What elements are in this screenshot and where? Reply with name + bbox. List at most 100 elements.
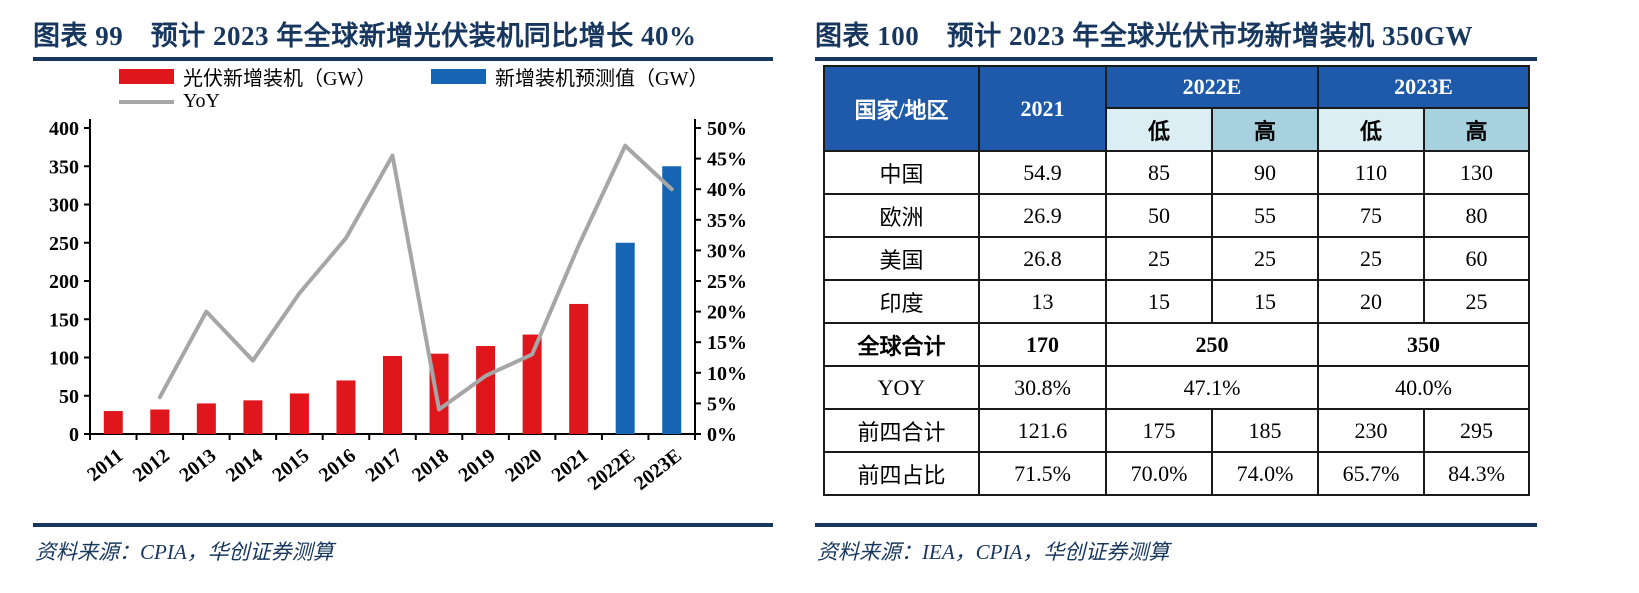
legend-row-2: YoY bbox=[119, 89, 769, 114]
x-axis-label-2011: 2011 bbox=[83, 445, 127, 486]
x-axis-label-2018: 2018 bbox=[408, 445, 453, 487]
figure-100-source: 资料来源：IEA，CPIA，华创证券测算 bbox=[817, 540, 1170, 564]
y-left-tick-label: 0 bbox=[69, 424, 79, 446]
legend-item-actual: 光伏新增装机（GW） bbox=[119, 62, 431, 91]
row-label: 美国 bbox=[823, 236, 980, 281]
bar-2023E bbox=[662, 166, 682, 434]
header-2022e: 2022E bbox=[1105, 65, 1319, 109]
table-row-欧洲: 欧洲 26.9 50 55 75 80 bbox=[823, 193, 1530, 238]
bar-2020 bbox=[522, 334, 542, 434]
header-2023e-high: 高 bbox=[1423, 107, 1530, 152]
table-cell: 130 bbox=[1423, 150, 1530, 195]
table-header-row-1: 国家/地区 2021 2022E 2023E bbox=[823, 65, 1530, 152]
row-label: 前四合计 bbox=[823, 408, 980, 453]
table-cell: 20 bbox=[1317, 279, 1425, 324]
bar-2014 bbox=[243, 400, 263, 434]
bar-2021 bbox=[569, 303, 589, 434]
table-cell: 25 bbox=[1423, 279, 1530, 324]
table-cell: 54.9 bbox=[978, 150, 1107, 195]
title-rule bbox=[33, 57, 773, 61]
figure-100-title: 图表 100 预计 2023 年全球光伏市场新增装机 350GW bbox=[815, 21, 1474, 51]
x-axis-label-2020: 2020 bbox=[501, 445, 546, 487]
table-cell: 230 bbox=[1317, 408, 1425, 453]
bar-2016 bbox=[336, 380, 356, 434]
table-cell: 85 bbox=[1105, 150, 1213, 195]
header-2023e-low: 低 bbox=[1317, 107, 1425, 152]
y-right-tick-label: 10% bbox=[707, 363, 747, 385]
table-row-美国: 美国 26.8 25 25 25 60 bbox=[823, 236, 1530, 281]
x-axis-label-2019: 2019 bbox=[455, 445, 500, 487]
table-cell: 15 bbox=[1211, 279, 1319, 324]
pv-market-table: 国家/地区 2021 2022E 2023E 低 高 低 高 中国 54.9 85 9… bbox=[823, 65, 1530, 496]
row-label: 印度 bbox=[823, 279, 980, 324]
table-cell: 55 bbox=[1211, 193, 1319, 238]
table-cell: 26.9 bbox=[978, 193, 1107, 238]
y-left-tick-label: 350 bbox=[49, 156, 79, 178]
table-row-全球合计: 全球合计 170 250 350 bbox=[823, 322, 1530, 367]
legend-item-yoy: YoY bbox=[119, 90, 220, 113]
x-axis-label-2013: 2013 bbox=[175, 445, 220, 487]
table-cell: 65.7% bbox=[1317, 451, 1425, 496]
x-axis-label-2016: 2016 bbox=[315, 445, 360, 487]
table-cell: 47.1% bbox=[1105, 365, 1319, 410]
table-cell: 50 bbox=[1105, 193, 1213, 238]
y-right-tick-label: 35% bbox=[707, 210, 747, 232]
figure-99-title: 图表 99 预计 2023 年全球新增光伏装机同比增长 40% bbox=[33, 21, 697, 51]
row-label: YOY bbox=[823, 365, 980, 410]
bar-2012 bbox=[150, 409, 170, 434]
x-axis-label-2023E: 2023E bbox=[630, 445, 686, 495]
header-2021: 2021 bbox=[978, 65, 1107, 152]
y-left-tick-label: 250 bbox=[49, 233, 79, 255]
header-2022e-high: 高 bbox=[1211, 107, 1319, 152]
title-rule bbox=[815, 57, 1537, 61]
table-row-中国: 中国 54.9 85 90 110 130 bbox=[823, 150, 1530, 195]
table-cell: 175 bbox=[1105, 408, 1213, 453]
y-right-tick-label: 25% bbox=[707, 271, 747, 293]
blue-bar-swatch-icon bbox=[431, 69, 486, 84]
x-axis-label-2014: 2014 bbox=[222, 445, 267, 487]
row-label: 中国 bbox=[823, 150, 980, 195]
bar-2011 bbox=[103, 411, 123, 434]
row-label: 全球合计 bbox=[823, 322, 980, 367]
table-cell: 13 bbox=[978, 279, 1107, 324]
y-left-tick-label: 300 bbox=[49, 195, 79, 217]
table-row-印度: 印度 13 15 15 20 25 bbox=[823, 279, 1530, 324]
table-cell: 30.8% bbox=[978, 365, 1107, 410]
table-cell: 25 bbox=[1317, 236, 1425, 281]
figure-99-panel: 图表 99 预计 2023 年全球新增光伏装机同比增长 40% 光伏新增装机（G… bbox=[33, 0, 773, 593]
x-axis-label-2017: 2017 bbox=[362, 445, 407, 487]
table-cell: 90 bbox=[1211, 150, 1319, 195]
table-cell: 185 bbox=[1211, 408, 1319, 453]
y-right-tick-label: 20% bbox=[707, 302, 747, 324]
table-row-前四合计: 前四合计 121.6 175 185 230 295 bbox=[823, 408, 1530, 453]
figure-99-source: 资料来源：CPIA，华创证券测算 bbox=[35, 540, 334, 564]
figure-100-panel: 图表 100 预计 2023 年全球光伏市场新增装机 350GW 国家/地区 2… bbox=[815, 0, 1537, 593]
legend-row-1: 光伏新增装机（GW） 新增装机预测值（GW） bbox=[119, 62, 769, 91]
table-cell: 15 bbox=[1105, 279, 1213, 324]
table-cell: 40.0% bbox=[1317, 365, 1530, 410]
y-left-tick-label: 50 bbox=[59, 386, 79, 408]
table-row-YOY: YOY 30.8% 47.1% 40.0% bbox=[823, 365, 1530, 410]
pv-installation-chart: 0 50 100 150 200 250 300 350 400 0% 5% 10% 15% 20% 25%… bbox=[49, 118, 747, 495]
legend-item-forecast: 新增装机预测值（GW） bbox=[431, 62, 708, 91]
y-left-tick-label: 200 bbox=[49, 271, 79, 293]
y-right-tick-label: 15% bbox=[707, 332, 747, 354]
table-header-row-2: 低 高 低 高 bbox=[824, 107, 1530, 152]
table-cell: 295 bbox=[1423, 408, 1530, 453]
table-row-前四占比: 前四占比 71.5% 70.0% 74.0% 65.7% 84.3% bbox=[823, 451, 1530, 496]
x-axis-label-2015: 2015 bbox=[268, 445, 313, 487]
table-cell: 170 bbox=[978, 322, 1107, 367]
y-left-tick-label: 100 bbox=[49, 348, 79, 370]
table-cell: 71.5% bbox=[978, 451, 1107, 496]
gray-line-swatch-icon bbox=[119, 99, 174, 104]
table-cell: 74.0% bbox=[1211, 451, 1319, 496]
y-left-tick-label: 150 bbox=[49, 309, 79, 331]
table-cell: 25 bbox=[1105, 236, 1213, 281]
legend-label-yoy: YoY bbox=[183, 90, 220, 112]
table-cell: 26.8 bbox=[978, 236, 1107, 281]
x-axis-label-2022E: 2022E bbox=[584, 445, 640, 495]
bar-2013 bbox=[196, 403, 216, 434]
y-right-tick-label: 30% bbox=[707, 240, 747, 262]
y-right-tick-label: 0% bbox=[707, 424, 737, 446]
bar-2019 bbox=[476, 346, 496, 434]
